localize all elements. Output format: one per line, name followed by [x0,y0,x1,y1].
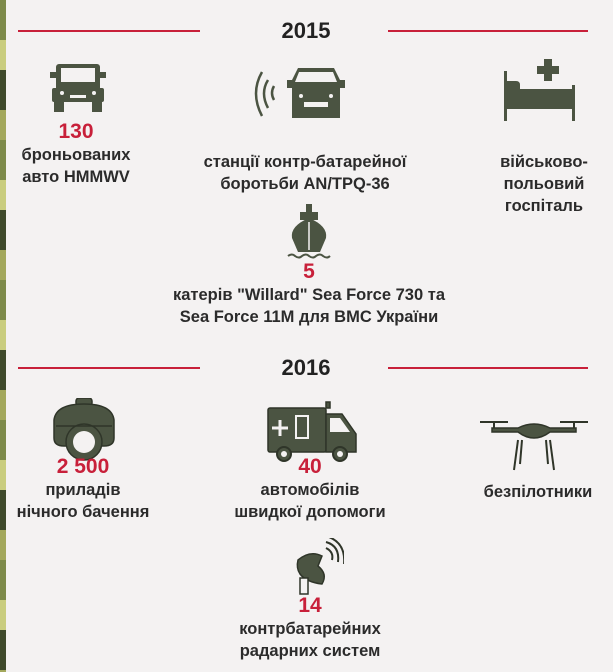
divider-line [388,30,588,32]
item-radar-station: станції контр-батарейної боротьби AN/TPQ… [204,151,407,195]
item-text: авто HMMWV [22,168,130,186]
item-radar-systems: 14 контрбатарейних радарних систем [239,594,381,662]
item-text: госпіталь [504,197,584,215]
item-text: боротьби AN/TPQ-36 [220,175,390,193]
item-number: 40 [298,455,322,478]
drone-icon [480,421,588,471]
item-text: нічного бачення [16,503,150,521]
humvee-icon [50,64,106,112]
night-vision-icon [53,398,115,461]
item-drones: безпілотники [484,481,593,503]
year-heading: 2016 [281,355,331,380]
item-night-vision: 2 500 приладів нічного бачення [17,455,150,523]
item-text: станції контр-батарейної [203,153,407,171]
item-text: радарних систем [239,642,381,660]
item-text: контрбатарейних [239,620,381,638]
item-humvee: 130 броньованих авто HMMWV [22,120,131,188]
item-text: автомобілів [260,481,360,499]
ambulance-icon [267,401,357,462]
hospital-bed-icon [504,59,575,121]
divider-line [18,367,200,369]
divider-line [18,30,200,32]
item-text: катерів "Willard" Sea Force 730 та [172,286,446,304]
item-number: 2 500 [56,455,110,478]
item-number: 14 [298,594,322,617]
item-text: польовий [503,175,585,193]
radar-dish-icon [296,538,344,595]
item-hospital: військово- польовий госпіталь [500,151,588,217]
item-number: 5 [303,260,315,283]
year-heading: 2015 [281,18,331,43]
item-ambulance: 40 автомобілів швидкої допомоги [234,455,385,523]
divider-line [388,367,588,369]
item-number: 130 [58,120,94,143]
item-text: безпілотники [483,483,593,501]
ship-icon [287,204,331,259]
item-text: швидкої допомоги [234,503,386,521]
item-boats: 5 катерів "Willard" Sea Force 730 та Sea… [173,260,445,328]
item-text: приладів [45,481,121,499]
item-text: Sea Force 11M для ВМС України [179,308,439,326]
item-text: військово- [500,153,588,171]
camouflage-strip [0,0,6,672]
item-text: броньованих [21,146,131,164]
radar-truck-icon [254,68,345,118]
